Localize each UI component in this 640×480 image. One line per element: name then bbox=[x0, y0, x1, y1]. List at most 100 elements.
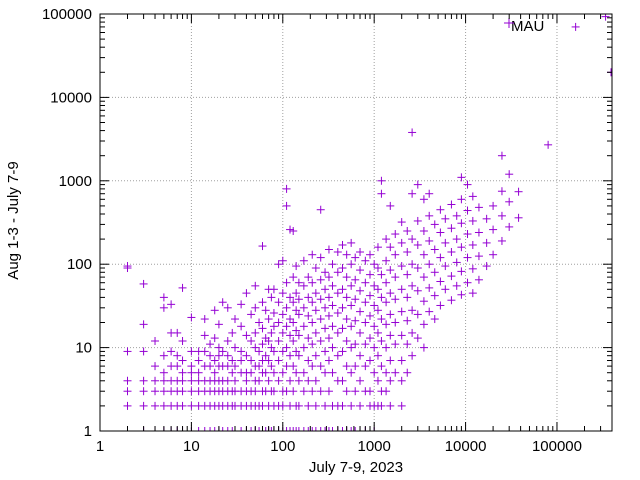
data-point bbox=[373, 328, 382, 337]
data-point bbox=[187, 313, 196, 322]
data-point bbox=[167, 300, 176, 309]
data-point bbox=[289, 336, 298, 345]
data-point bbox=[289, 362, 298, 371]
data-point bbox=[316, 205, 325, 214]
data-point bbox=[139, 387, 148, 396]
data-point bbox=[194, 356, 203, 365]
data-point bbox=[242, 376, 251, 385]
data-point bbox=[441, 238, 450, 247]
data-point bbox=[505, 197, 514, 206]
data-point bbox=[187, 347, 196, 356]
data-point bbox=[223, 351, 232, 360]
data-point bbox=[457, 243, 466, 252]
data-point bbox=[474, 275, 483, 284]
data-point bbox=[382, 256, 391, 265]
data-point bbox=[373, 264, 382, 273]
data-point bbox=[264, 356, 273, 365]
data-point bbox=[408, 328, 417, 337]
data-point bbox=[247, 368, 256, 377]
data-point bbox=[247, 356, 256, 365]
data-point bbox=[419, 343, 428, 352]
data-point bbox=[382, 368, 391, 377]
data-point bbox=[356, 307, 365, 316]
data-point bbox=[482, 238, 491, 247]
data-point bbox=[425, 307, 434, 316]
data-point bbox=[413, 310, 422, 319]
data-point bbox=[139, 320, 148, 329]
data-point bbox=[223, 336, 232, 345]
data-point bbox=[419, 320, 428, 329]
data-point bbox=[278, 401, 287, 410]
data-point bbox=[489, 225, 498, 234]
data-point bbox=[601, 14, 610, 21]
data-point bbox=[373, 243, 382, 252]
data-point bbox=[386, 266, 395, 275]
data-point bbox=[436, 205, 445, 214]
data-point bbox=[366, 291, 375, 300]
data-point bbox=[299, 256, 308, 265]
data-point bbox=[342, 336, 351, 345]
data-point bbox=[403, 368, 412, 377]
data-point bbox=[463, 206, 472, 215]
data-point bbox=[304, 401, 313, 410]
data-point bbox=[294, 401, 303, 410]
data-point bbox=[282, 184, 291, 193]
legend: MAU bbox=[504, 18, 544, 35]
data-point bbox=[269, 308, 278, 317]
data-point bbox=[269, 368, 278, 377]
data-point bbox=[408, 189, 417, 198]
data-point bbox=[474, 203, 483, 212]
data-point bbox=[413, 264, 422, 273]
data-point bbox=[247, 310, 256, 319]
plot-border bbox=[99, 13, 613, 432]
data-point bbox=[425, 283, 434, 292]
data-point bbox=[347, 260, 356, 269]
data-point bbox=[356, 376, 365, 385]
data-point bbox=[514, 213, 523, 222]
x-tick-label: 10000 bbox=[445, 438, 487, 455]
data-point bbox=[292, 289, 301, 298]
data-point bbox=[151, 401, 160, 410]
y-tick-label: 100 bbox=[67, 256, 92, 273]
data-point bbox=[294, 351, 303, 360]
data-point bbox=[397, 285, 406, 294]
data-point bbox=[468, 240, 477, 249]
data-point bbox=[457, 267, 466, 276]
data-point bbox=[299, 343, 308, 352]
data-point bbox=[299, 322, 308, 331]
data-point bbox=[173, 351, 182, 360]
data-point bbox=[463, 180, 472, 189]
data-point bbox=[237, 347, 246, 356]
data-point bbox=[333, 351, 342, 360]
data-point bbox=[304, 356, 313, 365]
data-point bbox=[425, 236, 434, 245]
data-point bbox=[366, 311, 375, 320]
data-point bbox=[324, 334, 333, 343]
data-point bbox=[308, 318, 317, 327]
data-point bbox=[242, 331, 251, 340]
data-point bbox=[255, 318, 264, 327]
data-point bbox=[441, 262, 450, 271]
data-point bbox=[403, 293, 412, 302]
data-point bbox=[391, 230, 400, 239]
data-point bbox=[267, 328, 276, 337]
data-point bbox=[299, 281, 308, 290]
data-point bbox=[206, 351, 215, 360]
data-point bbox=[159, 368, 168, 377]
data-point bbox=[311, 306, 320, 315]
data-point bbox=[328, 322, 337, 331]
data-point bbox=[474, 228, 483, 237]
data-point bbox=[497, 187, 506, 196]
data-point bbox=[397, 262, 406, 271]
data-point bbox=[223, 376, 232, 385]
data-point bbox=[311, 401, 320, 410]
data-point bbox=[447, 200, 456, 209]
data-point bbox=[447, 272, 456, 281]
data-point bbox=[430, 245, 439, 254]
data-point bbox=[289, 318, 298, 327]
data-point bbox=[324, 356, 333, 365]
data-point bbox=[497, 151, 506, 160]
data-point bbox=[338, 264, 347, 273]
data-point bbox=[489, 201, 498, 210]
